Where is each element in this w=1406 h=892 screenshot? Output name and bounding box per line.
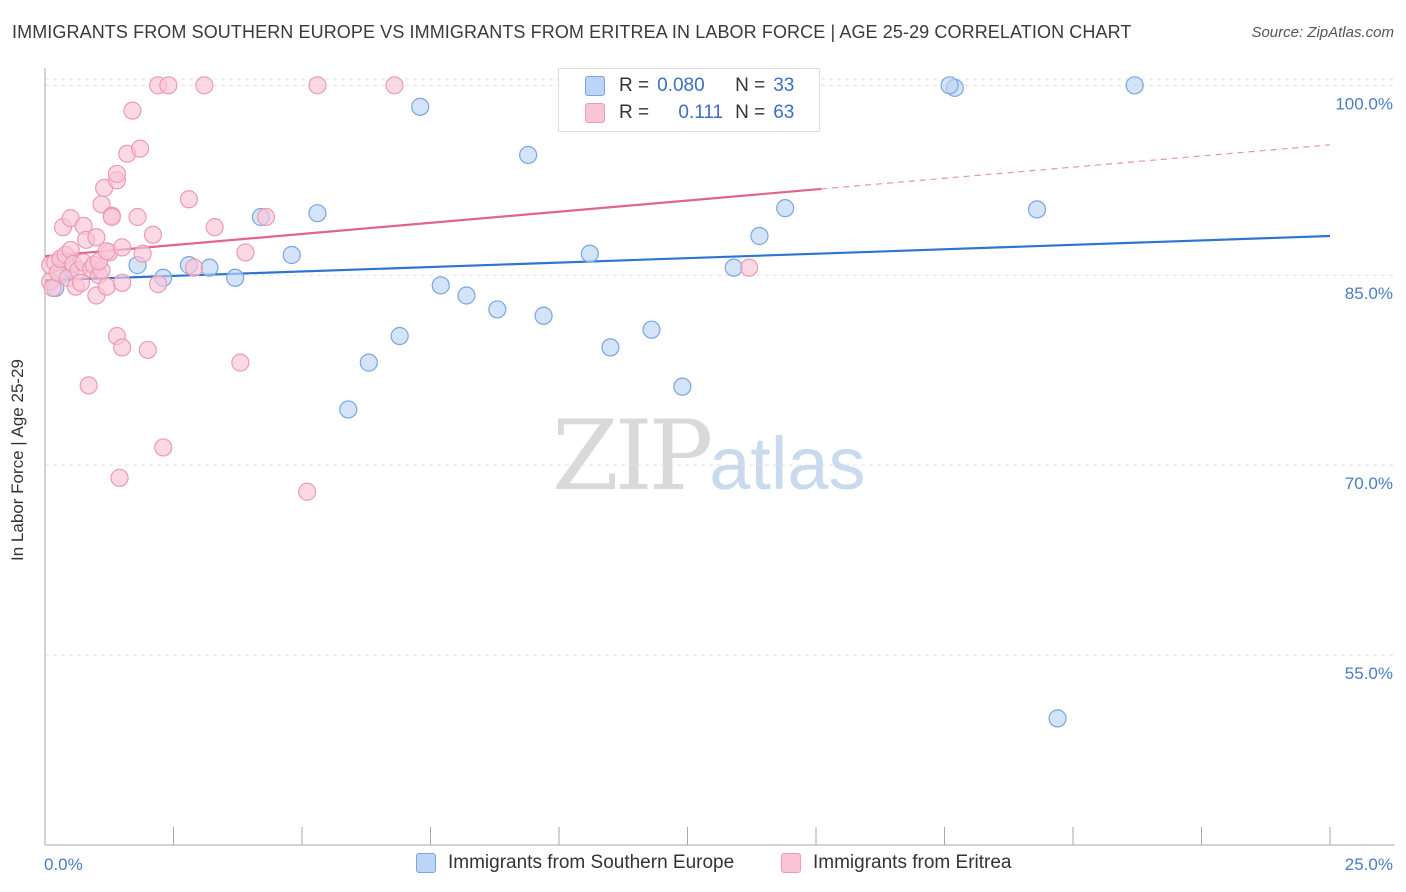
x-tick-label-max: 25.0%: [1345, 855, 1393, 874]
trend-line-0: [44, 234, 1331, 282]
point-eritrea: [195, 76, 214, 95]
point-eritrea: [43, 278, 62, 298]
legend-swatch-pink: [585, 103, 605, 123]
axes: [44, 68, 1395, 846]
legend-r-label: R =: [619, 102, 650, 123]
point-eritrea: [231, 353, 250, 372]
point-southern-europe: [1048, 709, 1067, 728]
y-tick-label: 70.0%: [1345, 474, 1393, 493]
point-southern-europe: [282, 245, 301, 265]
point-eritrea: [102, 207, 121, 227]
legend-row-eritrea: R = 0.111 N = 63: [585, 102, 794, 124]
legend-n-label: N =: [735, 102, 766, 123]
y-axis-label: In Labor Force | Age 25-29: [8, 359, 27, 561]
point-southern-europe: [359, 353, 378, 372]
point-southern-europe: [488, 300, 507, 319]
point-southern-europe: [226, 268, 245, 287]
legend-r-value: 0.080: [657, 75, 705, 96]
point-eritrea: [184, 258, 204, 277]
x-tick-label-min: 0.0%: [44, 855, 83, 874]
point-eritrea: [87, 228, 106, 247]
trend-line-dashed-1: [821, 144, 1331, 190]
point-southern-europe: [308, 204, 327, 223]
point-eritrea: [110, 468, 129, 487]
point-eritrea: [128, 207, 147, 227]
point-southern-europe: [200, 258, 219, 277]
point-southern-europe: [601, 338, 620, 357]
point-southern-europe: [724, 258, 743, 277]
point-southern-europe: [457, 286, 476, 305]
watermark: ZIPatlas: [552, 400, 866, 512]
point-southern-europe: [1125, 76, 1144, 95]
point-southern-europe: [580, 244, 599, 263]
y-tick-label: 85.0%: [1345, 284, 1393, 303]
point-southern-europe: [673, 377, 692, 396]
point-eritrea: [385, 76, 404, 95]
point-southern-europe: [534, 306, 553, 325]
point-eritrea: [97, 277, 116, 296]
point-eritrea: [133, 244, 152, 263]
point-eritrea: [740, 258, 759, 277]
point-eritrea: [79, 376, 98, 395]
point-southern-europe: [431, 276, 450, 295]
point-eritrea: [298, 482, 317, 501]
data-points: [41, 76, 1144, 728]
point-eritrea: [130, 139, 150, 158]
point-southern-europe: [339, 400, 358, 419]
legend-row-southern-europe: R = 0.080 N = 33: [585, 75, 794, 97]
chart-title: IMMIGRANTS FROM SOUTHERN EUROPE VS IMMIG…: [12, 22, 1132, 42]
point-southern-europe: [519, 145, 538, 165]
y-tick-label: 55.0%: [1345, 664, 1393, 683]
point-southern-europe: [390, 326, 409, 346]
point-eritrea: [236, 243, 255, 262]
legend-n-label: N =: [735, 75, 766, 96]
y-tick-label: 100.0%: [1335, 94, 1393, 113]
legend-n-value: 63: [773, 102, 795, 123]
point-eritrea: [154, 438, 173, 457]
watermark-zip: ZIP: [552, 400, 713, 512]
legend-label-southern-europe: Immigrants from Southern Europe: [448, 852, 735, 873]
point-eritrea: [159, 76, 178, 95]
point-eritrea: [308, 76, 327, 95]
point-southern-europe: [940, 76, 959, 95]
point-eritrea: [143, 225, 163, 244]
point-southern-europe: [411, 97, 430, 116]
source-credit: Source: ZipAtlas.com: [1251, 24, 1394, 41]
legend-r-label: R =: [619, 75, 650, 96]
point-southern-europe: [750, 226, 769, 246]
trend-lines: [44, 144, 1331, 282]
point-eritrea: [123, 101, 142, 120]
trend-line-solid-1: [44, 187, 822, 258]
watermark-atlas: atlas: [709, 422, 866, 505]
point-eritrea: [205, 218, 224, 237]
point-eritrea: [97, 242, 116, 261]
legend-swatch-blue: [416, 853, 436, 873]
stats-legend: R = 0.080 N = 33 R = 0.111 N = 63: [558, 68, 820, 132]
point-southern-europe: [1027, 200, 1047, 219]
legend-label-eritrea: Immigrants from Eritrea: [813, 852, 1012, 873]
point-southern-europe: [642, 320, 661, 339]
legend-r-value: 0.111: [678, 102, 724, 123]
point-southern-europe: [776, 199, 795, 218]
point-eritrea: [107, 164, 127, 184]
point-eritrea: [256, 207, 276, 227]
legend-item-southern-europe[interactable]: Immigrants from Southern Europe: [416, 852, 734, 874]
tick-labels: 55.0% 70.0% 85.0% 100.0% 0.0% 25.0%: [44, 94, 1393, 874]
point-eritrea: [112, 238, 132, 257]
legend-item-eritrea[interactable]: Immigrants from Eritrea: [781, 852, 1011, 874]
point-eritrea: [148, 275, 168, 294]
legend-swatch-pink: [781, 853, 801, 873]
point-eritrea: [112, 338, 132, 357]
legend-n-value: 33: [773, 75, 795, 96]
point-eritrea: [179, 190, 199, 209]
point-eritrea: [112, 273, 132, 292]
legend-swatch-blue: [585, 76, 605, 96]
series-legend: Immigrants from Southern Europe Immigran…: [0, 852, 1406, 878]
point-eritrea: [138, 340, 157, 360]
point-eritrea: [71, 273, 91, 292]
